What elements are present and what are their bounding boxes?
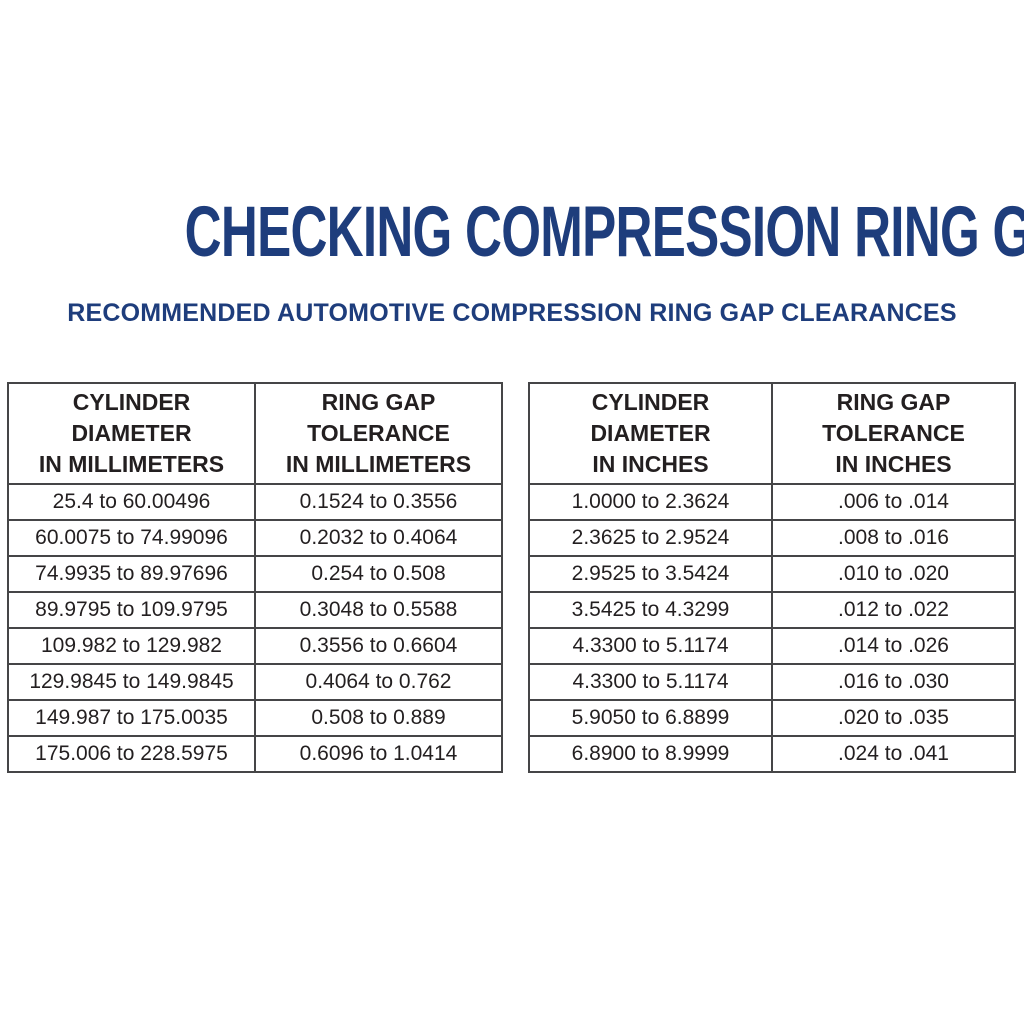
table-cell: 129.9845 to 149.9845	[7, 663, 256, 701]
column-header-line: IN MILLIMETERS	[285, 451, 472, 477]
table-cell: 0.3048 to 0.5588	[254, 591, 503, 629]
table-row: 5.9050 to 6.8899.020 to .035	[528, 699, 1016, 737]
table-cell: 0.6096 to 1.0414	[254, 735, 503, 773]
table-cell: .024 to .041	[771, 735, 1016, 773]
table-cell: .016 to .030	[771, 663, 1016, 701]
table-row: 109.982 to 129.982 0.3556 to 0.6604	[7, 627, 503, 665]
table-cell: 0.3556 to 0.6604	[254, 627, 503, 665]
table-cell: 25.4 to 60.00496	[7, 483, 256, 521]
table-cell: 60.0075 to 74.99096	[7, 519, 256, 557]
table-cell: 0.4064 to 0.762	[254, 663, 503, 701]
column-header: RING GAP TOLERANCE IN INCHES	[771, 382, 1016, 485]
column-header-line: DIAMETER	[71, 420, 192, 446]
column-header-line: TOLERANCE	[822, 420, 965, 446]
table-cell: .010 to .020	[771, 555, 1016, 593]
table-row: 74.9935 to 89.97696 0.254 to 0.508	[7, 555, 503, 593]
ring-gap-table-millimeters: CYLINDER DIAMETER IN MILLIMETERS RING GAP TO…	[7, 382, 503, 773]
column-header-line: DIAMETER	[590, 420, 711, 446]
table-cell: 6.8900 to 8.9999	[528, 735, 773, 773]
table-row: 2.9525 to 3.5424.010 to .020	[528, 555, 1016, 593]
column-header-line: CYLINDER	[72, 389, 191, 415]
header-row: CYLINDER DIAMETER IN MILLIMETERS RING GAP TO…	[7, 382, 503, 485]
table-row: 2.3625 to 2.9524.008 to .016	[528, 519, 1016, 557]
table-cell: 0.508 to 0.889	[254, 699, 503, 737]
table-row: 60.0075 to 74.99096 0.2032 to 0.4064	[7, 519, 503, 557]
column-header: CYLINDER DIAMETER IN INCHES	[528, 382, 773, 485]
table-row: 6.8900 to 8.9999.024 to .041	[528, 735, 1016, 773]
table-cell: 3.5425 to 4.3299	[528, 591, 773, 629]
page-title-text: CHECKING COMPRESSION RING GAPS	[184, 193, 1024, 272]
column-header-line: RING GAP	[836, 389, 951, 415]
table-cell: .020 to .035	[771, 699, 1016, 737]
header-row: CYLINDER DIAMETER IN INCHES RING GAP TOLERAN…	[528, 382, 1016, 485]
column-header-line: CYLINDER	[591, 389, 710, 415]
table-cell: .012 to .022	[771, 591, 1016, 629]
table-cell: 149.987 to 175.0035	[7, 699, 256, 737]
table-cell: .008 to .016	[771, 519, 1016, 557]
table-row: 175.006 to 228.5975 0.6096 to 1.0414	[7, 735, 503, 773]
column-header: CYLINDER DIAMETER IN MILLIMETERS	[7, 382, 256, 485]
table-cell: 0.2032 to 0.4064	[254, 519, 503, 557]
table-cell: 109.982 to 129.982	[7, 627, 256, 665]
table-row: 89.9795 to 109.9795 0.3048 to 0.5588	[7, 591, 503, 629]
column-header-line: RING GAP	[321, 389, 436, 415]
column-header-line: IN INCHES	[835, 451, 952, 477]
table-row: 4.3300 to 5.1174.014 to .026	[528, 627, 1016, 665]
table-row: 25.4 to 60.00496 0.1524 to 0.3556	[7, 483, 503, 521]
table-cell: 2.9525 to 3.5424	[528, 555, 773, 593]
ring-gap-table-inches: CYLINDER DIAMETER IN INCHES RING GAP TOLERAN…	[528, 382, 1016, 773]
column-header: RING GAP TOLERANCE IN MILLIMETERS	[254, 382, 503, 485]
table-cell: 2.3625 to 2.9524	[528, 519, 773, 557]
page-subtitle: RECOMMENDED AUTOMOTIVE COMPRESSION RING …	[67, 299, 957, 327]
table-cell: 5.9050 to 6.8899	[528, 699, 773, 737]
table-cell: 74.9935 to 89.97696	[7, 555, 256, 593]
column-header-line: IN MILLIMETERS	[38, 451, 225, 477]
table-cell: 175.006 to 228.5975	[7, 735, 256, 773]
column-header-line: TOLERANCE	[307, 420, 450, 446]
table-row: 1.0000 to 2.3624.006 to .014	[528, 483, 1016, 521]
table-cell: 1.0000 to 2.3624	[528, 483, 773, 521]
table-cell: 0.254 to 0.508	[254, 555, 503, 593]
table-cell: 4.3300 to 5.1174	[528, 627, 773, 665]
table-cell: 89.9795 to 109.9795	[7, 591, 256, 629]
table-row: 4.3300 to 5.1174.016 to .030	[528, 663, 1016, 701]
page-title: CHECKING COMPRESSION RING GAPS	[0, 193, 1024, 272]
table-row: 3.5425 to 4.3299.012 to .022	[528, 591, 1016, 629]
table-cell: 4.3300 to 5.1174	[528, 663, 773, 701]
table-cell: .006 to .014	[771, 483, 1016, 521]
table-row: 129.9845 to 149.9845 0.4064 to 0.762	[7, 663, 503, 701]
table-cell: .014 to .026	[771, 627, 1016, 665]
column-header-line: IN INCHES	[592, 451, 709, 477]
table-cell: 0.1524 to 0.3556	[254, 483, 503, 521]
table-row: 149.987 to 175.0035 0.508 to 0.889	[7, 699, 503, 737]
